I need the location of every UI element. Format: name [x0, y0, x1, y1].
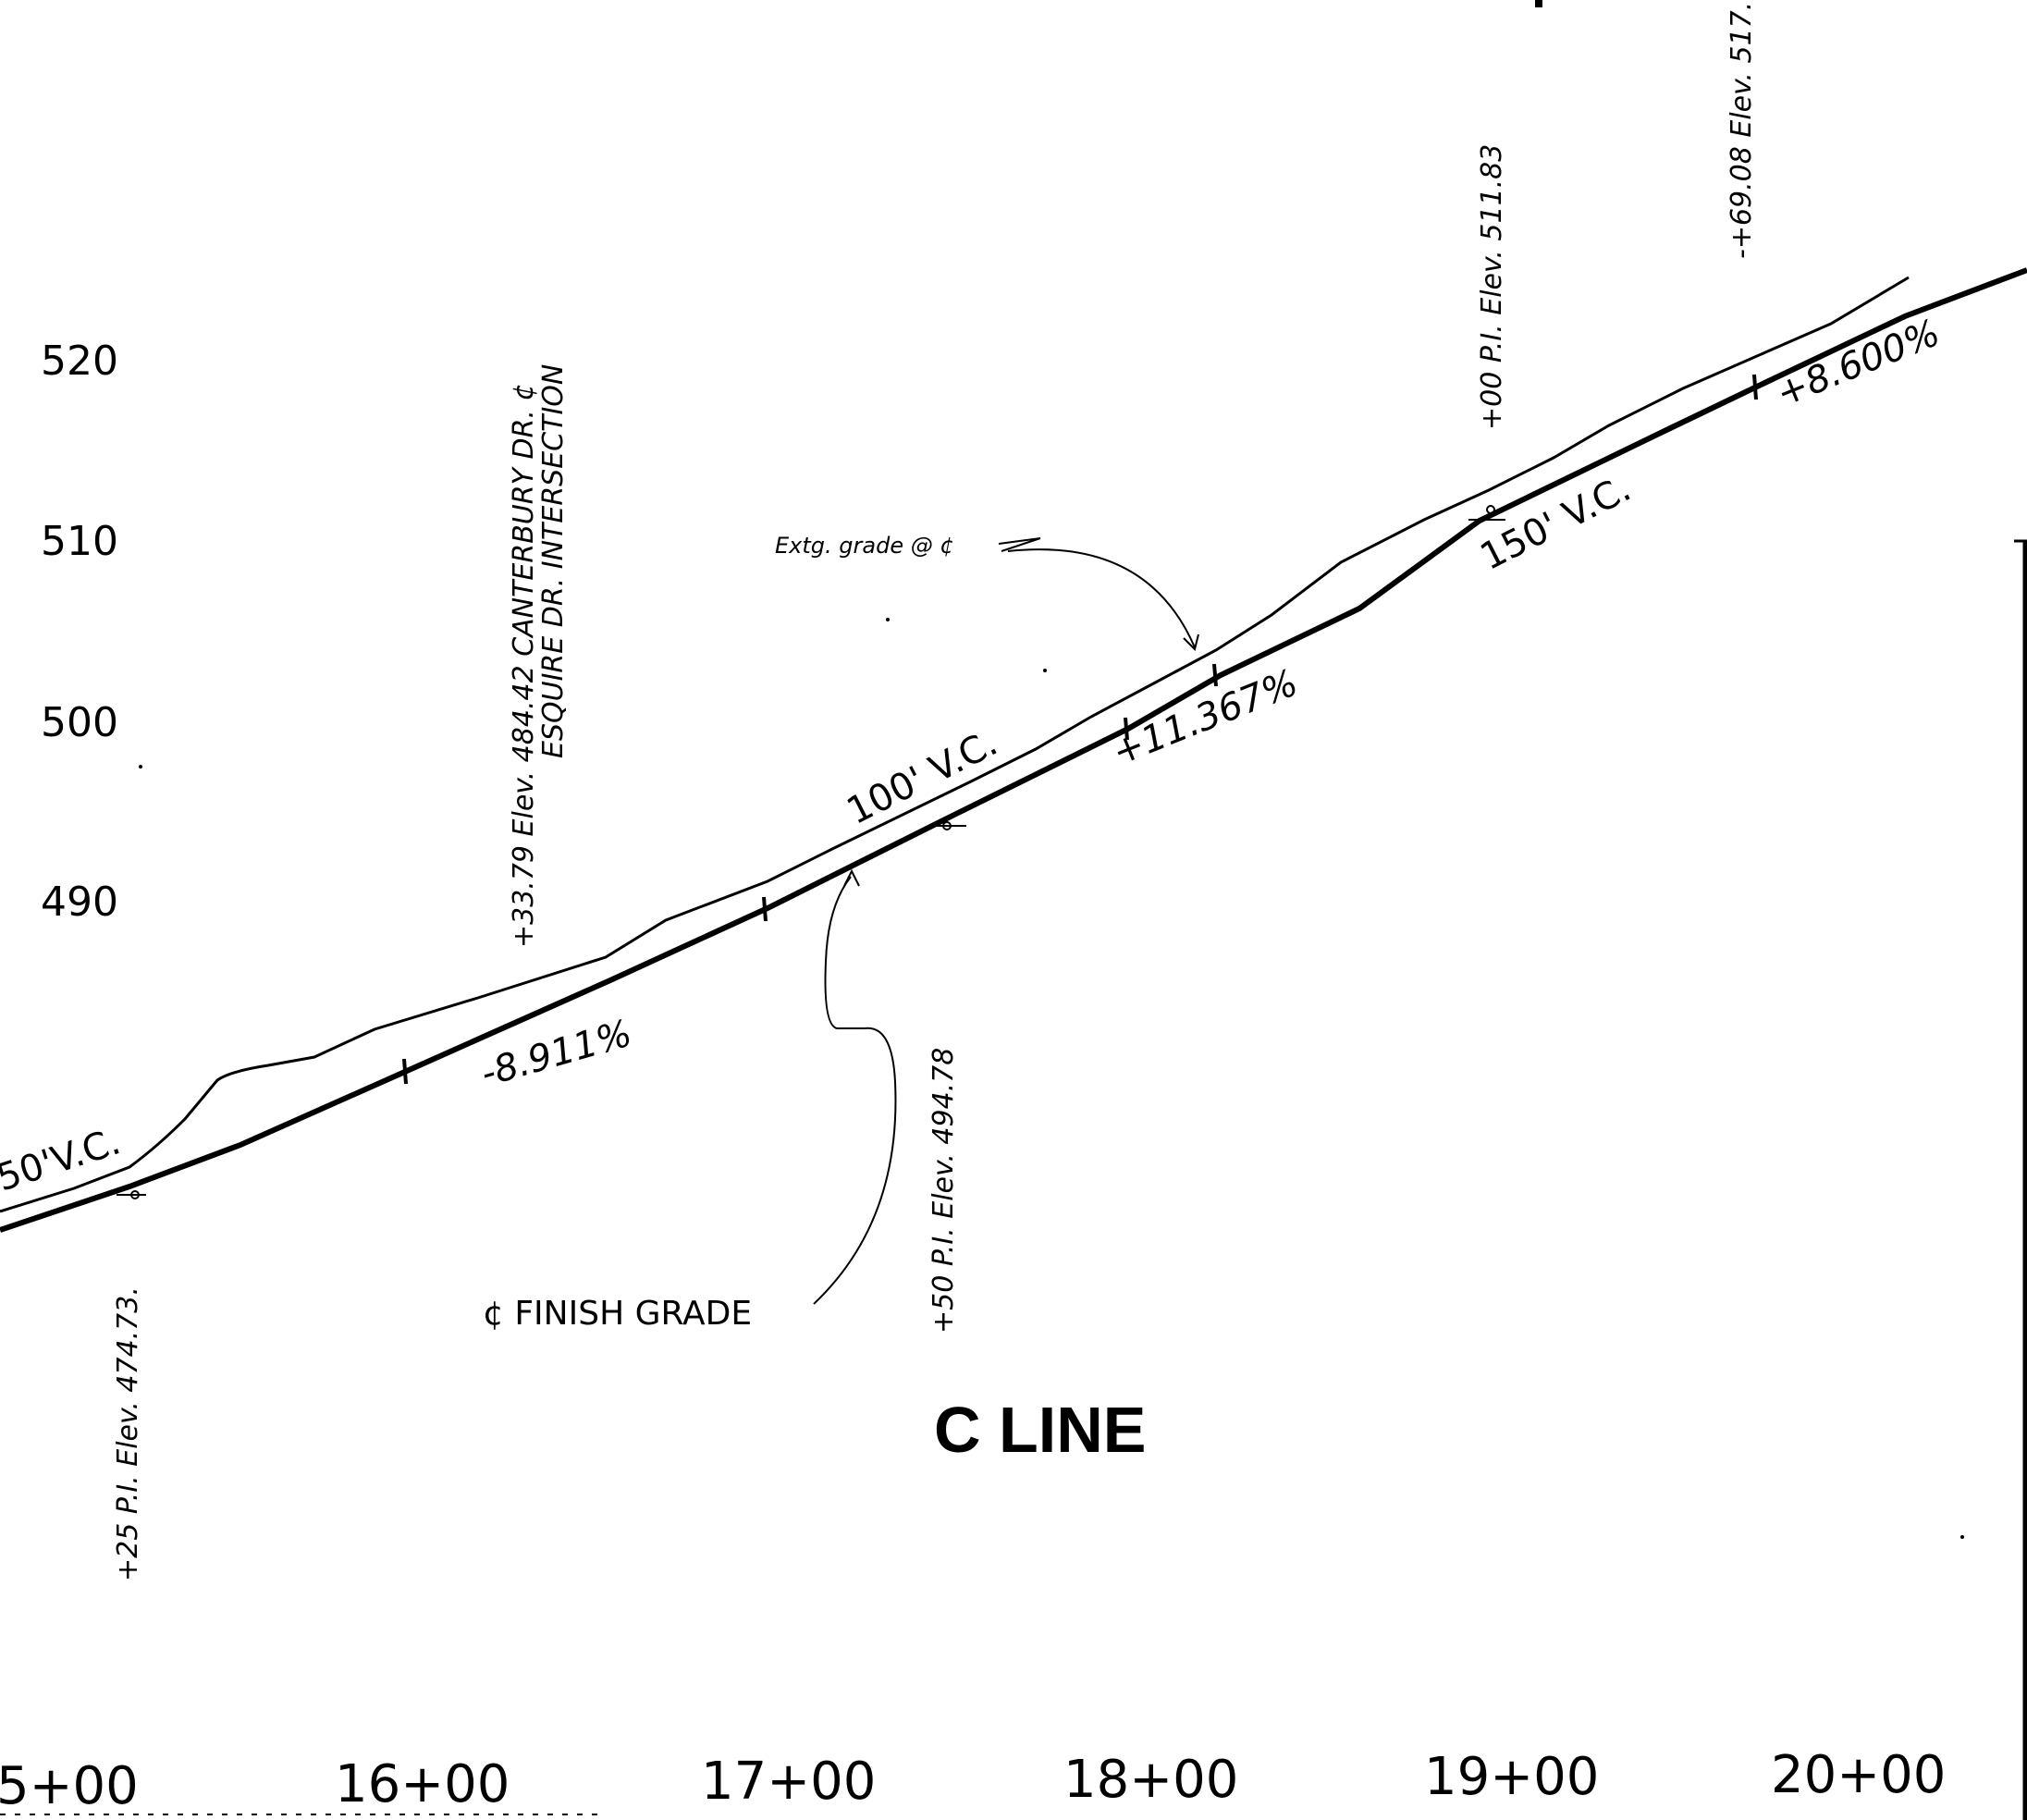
pi-note-17-50: +50 P.I. Elev. 494.78 — [928, 1048, 960, 1334]
finish-grade-arrowhead — [843, 868, 860, 887]
station-label-20: 20+00 — [1771, 1745, 1946, 1805]
elevation-label-500: 500 — [41, 699, 118, 746]
existing-grade-line — [0, 276, 1910, 1213]
elevation-label-520: 520 — [41, 338, 118, 385]
finish-grade-leader — [813, 876, 897, 1305]
station-label-19: 19+00 — [1424, 1747, 1599, 1807]
sheet-title: C LINE — [934, 1394, 1146, 1466]
pi-note-15-25: +25 P.I. Elev. 474.73. — [112, 1286, 144, 1581]
station-label-16: 16+00 — [335, 1754, 510, 1814]
grade-label-1: -8.911% — [476, 1012, 636, 1095]
station-label-15: 5+00 — [0, 1756, 139, 1816]
intersection-note-line1: +33.79 Elev. 484.42 CANTERBURY DR. ¢ — [508, 383, 540, 948]
elevation-label-510: 510 — [41, 518, 118, 565]
finish-grade-line — [0, 267, 2027, 1233]
finish-grade-callout: ¢ FINISH GRADE — [483, 1295, 752, 1333]
vc-label-50: 50'V.C. — [0, 1120, 126, 1199]
station-label-18: 18+00 — [1063, 1750, 1238, 1810]
grade-ticks — [402, 374, 1758, 1085]
pi-markers — [117, 505, 1505, 1199]
intersection-note-line2: ESQUIRE DR. INTERSECTION — [537, 364, 570, 758]
elevation-label-490: 490 — [41, 879, 118, 926]
station-label-17: 17+00 — [701, 1752, 876, 1812]
elevation-axis: 520 510 500 490 — [41, 338, 118, 926]
grade-label-3: +8.600% — [1771, 312, 1947, 415]
existing-grade-arrowhead — [1183, 633, 1199, 651]
existing-grade-leader — [998, 537, 1196, 648]
pi-note-19-00: +00 P.I. Elev. 511.83 — [1476, 144, 1508, 430]
station-axis: 5+00 16+00 17+00 18+00 19+00 20+00 — [0, 1745, 1946, 1816]
existing-grade-callout: Extg. grade @ ¢ — [775, 533, 954, 559]
pi-note-19-69: -+69.08 Elev. 517.77 — [1726, 0, 1758, 259]
grade-label-2: +11.367% — [1107, 661, 1304, 774]
scan-specks — [139, 0, 1964, 1539]
